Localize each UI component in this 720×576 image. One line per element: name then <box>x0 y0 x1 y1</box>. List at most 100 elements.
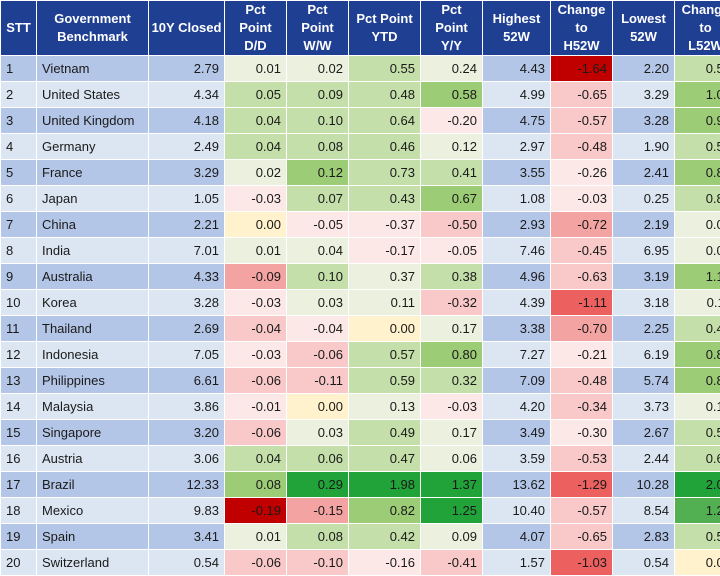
ytd-cell: 0.42 <box>348 523 421 550</box>
ch52-cell: -0.45 <box>550 237 613 264</box>
ytd-cell: 0.48 <box>348 81 421 108</box>
ytd-cell: 0.82 <box>348 497 421 524</box>
benchmark-cell: Thailand <box>36 315 149 342</box>
ww-cell: 0.08 <box>286 133 349 160</box>
l52-cell: 3.29 <box>612 81 675 108</box>
ch52-cell: -1.11 <box>550 289 613 316</box>
table-row: 7 China 2.21 0.00 -0.05 -0.37 -0.50 2.93 -0.72 2.… <box>0 211 720 238</box>
benchmark-cell: Korea <box>36 289 149 316</box>
l52-cell: 6.95 <box>612 237 675 264</box>
stt-cell: 16 <box>0 445 37 472</box>
table-row: 11 Thailand 2.69 -0.04 -0.04 0.00 0.17 3.38 -0.7… <box>0 315 720 342</box>
ch52-cell: -1.29 <box>550 471 613 498</box>
dd-cell: 0.01 <box>224 237 287 264</box>
yy-cell: 1.37 <box>420 471 483 498</box>
dd-cell: 0.08 <box>224 471 287 498</box>
closed-cell: 2.79 <box>148 55 225 82</box>
ytd-cell: -0.17 <box>348 237 421 264</box>
cl52-cell: 0.14 <box>674 393 720 420</box>
h52-cell: 2.97 <box>482 133 551 160</box>
ytd-cell: -0.37 <box>348 211 421 238</box>
ww-cell: 0.29 <box>286 471 349 498</box>
table-row: 4 Germany 2.49 0.04 0.08 0.46 0.12 2.97 -0.48 1.9… <box>0 133 720 160</box>
header-benchmark: Government Benchmark <box>36 0 149 56</box>
closed-cell: 9.83 <box>148 497 225 524</box>
yy-cell: -0.03 <box>420 393 483 420</box>
table-row: 15 Singapore 3.20 -0.06 0.03 0.49 0.17 3.49 -0.3… <box>0 419 720 446</box>
benchmark-cell: Brazil <box>36 471 149 498</box>
benchmark-cell: Vietnam <box>36 55 149 82</box>
ww-cell: 0.07 <box>286 185 349 212</box>
cl52-cell: 0.90 <box>674 107 720 134</box>
stt-cell: 13 <box>0 367 37 394</box>
yy-cell: 0.80 <box>420 341 483 368</box>
l52-cell: 0.54 <box>612 549 675 576</box>
closed-cell: 3.29 <box>148 159 225 186</box>
ww-cell: 0.12 <box>286 159 349 186</box>
cl52-cell: 1.29 <box>674 497 720 524</box>
header-10y-closed: 10Y Closed <box>148 0 225 56</box>
table-row: 9 Australia 4.33 -0.09 0.10 0.37 0.38 4.96 -0.63… <box>0 263 720 290</box>
ch52-cell: -0.03 <box>550 185 613 212</box>
ww-cell: -0.10 <box>286 549 349 576</box>
ytd-cell: -0.16 <box>348 549 421 576</box>
ch52-cell: -0.65 <box>550 81 613 108</box>
cl52-cell: 1.06 <box>674 81 720 108</box>
yy-cell: 0.12 <box>420 133 483 160</box>
cl52-cell: 0.06 <box>674 237 720 264</box>
dd-cell: -0.03 <box>224 289 287 316</box>
h52-cell: 4.07 <box>482 523 551 550</box>
cl52-cell: 0.87 <box>674 367 720 394</box>
l52-cell: 2.25 <box>612 315 675 342</box>
h52-cell: 2.93 <box>482 211 551 238</box>
l52-cell: 0.25 <box>612 185 675 212</box>
l52-cell: 3.28 <box>612 107 675 134</box>
ww-cell: 0.03 <box>286 289 349 316</box>
stt-cell: 6 <box>0 185 37 212</box>
cl52-cell: 0.11 <box>674 289 720 316</box>
ch52-cell: -0.57 <box>550 107 613 134</box>
h52-cell: 4.20 <box>482 393 551 420</box>
benchmark-cell: United States <box>36 81 149 108</box>
yy-cell: -0.20 <box>420 107 483 134</box>
stt-cell: 4 <box>0 133 37 160</box>
closed-cell: 7.05 <box>148 341 225 368</box>
dd-cell: 0.02 <box>224 159 287 186</box>
yy-cell: -0.05 <box>420 237 483 264</box>
h52-cell: 4.39 <box>482 289 551 316</box>
stt-cell: 17 <box>0 471 37 498</box>
yy-cell: 0.32 <box>420 367 483 394</box>
yy-cell: 1.25 <box>420 497 483 524</box>
header-pct-ytd: Pct Point YTD <box>348 0 421 56</box>
h52-cell: 4.96 <box>482 263 551 290</box>
closed-cell: 1.05 <box>148 185 225 212</box>
cl52-cell: 0.62 <box>674 445 720 472</box>
table-row: 3 United Kingdom 4.18 0.04 0.10 0.64 -0.20 4.75… <box>0 107 720 134</box>
header-pct-dd: Pct Point D/D <box>224 0 287 56</box>
dd-cell: 0.00 <box>224 211 287 238</box>
h52-cell: 7.09 <box>482 367 551 394</box>
table-row: 1 Vietnam 2.79 0.01 0.02 0.55 0.24 4.43 -1.64 2.2… <box>0 55 720 82</box>
ytd-cell: 0.43 <box>348 185 421 212</box>
stt-cell: 20 <box>0 549 37 576</box>
stt-cell: 19 <box>0 523 37 550</box>
benchmark-cell: Malaysia <box>36 393 149 420</box>
yy-cell: 0.17 <box>420 419 483 446</box>
stt-cell: 10 <box>0 289 37 316</box>
table-row: 10 Korea 3.28 -0.03 0.03 0.11 -0.32 4.39 -1.11 3.… <box>0 289 720 316</box>
closed-cell: 4.34 <box>148 81 225 108</box>
yy-cell: 0.67 <box>420 185 483 212</box>
closed-cell: 2.69 <box>148 315 225 342</box>
benchmark-cell: India <box>36 237 149 264</box>
dd-cell: 0.05 <box>224 81 287 108</box>
l52-cell: 3.73 <box>612 393 675 420</box>
h52-cell: 7.46 <box>482 237 551 264</box>
header-pct-yy: Pct Point Y/Y <box>420 0 483 56</box>
ww-cell: 0.06 <box>286 445 349 472</box>
benchmark-cell: Singapore <box>36 419 149 446</box>
h52-cell: 3.55 <box>482 159 551 186</box>
closed-cell: 0.54 <box>148 549 225 576</box>
dd-cell: -0.09 <box>224 263 287 290</box>
